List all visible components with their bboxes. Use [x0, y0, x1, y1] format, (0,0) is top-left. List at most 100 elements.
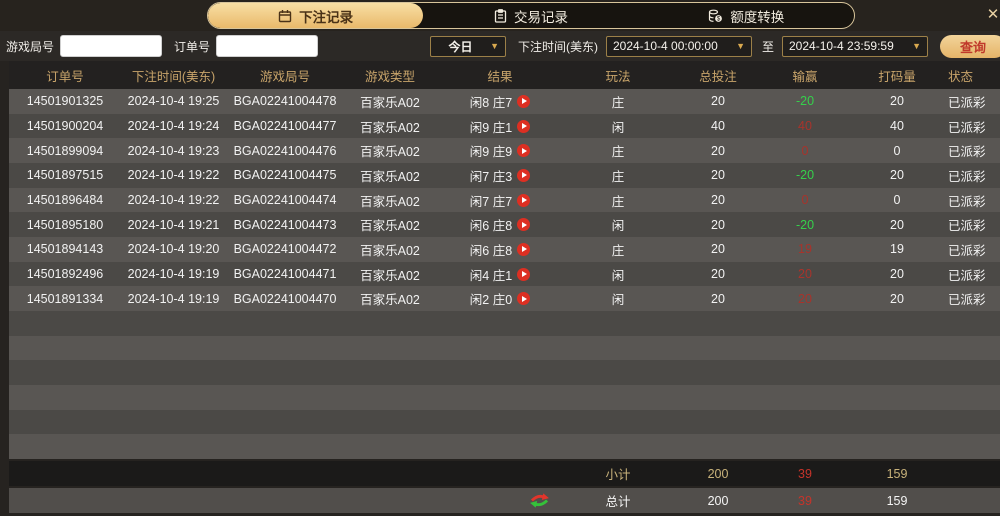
subtotal-bet: 200 — [707, 466, 729, 481]
play-replay-icon[interactable] — [517, 267, 531, 281]
cell-turnover: 40 — [890, 119, 904, 133]
cell-result: 闲8 庄7 — [436, 92, 564, 111]
cell-game-round: BGA02241004477 — [233, 119, 337, 133]
cell-bet-time: 2024-10-4 19:20 — [127, 242, 220, 257]
cell-result: 闲7 庄3 — [436, 166, 564, 185]
cell-game-round: BGA02241004478 — [233, 94, 337, 109]
result-text: 闲2 庄0 — [469, 293, 513, 308]
cell-winloss: 20 — [798, 267, 812, 282]
cell-total-bet: 20 — [711, 168, 725, 183]
cell-game-round: BGA02241004471 — [233, 267, 337, 282]
cell-bet-time: 2024-10-4 19:25 — [127, 94, 220, 109]
order-no-input[interactable] — [216, 35, 319, 57]
cell-order-no: 14501899094 — [26, 143, 104, 158]
cell-bet-time: 2024-10-4 19:22 — [127, 168, 220, 183]
cell-status: 已派彩 — [948, 194, 986, 209]
cell-winloss: 19 — [798, 242, 812, 257]
table-row: 14501900204 2024-10-4 19:24 BGA022410044… — [9, 113, 1000, 139]
cell-order-no: 14501901325 — [26, 94, 104, 109]
cell-status: 已派彩 — [948, 95, 986, 110]
cell-status: 已派彩 — [948, 145, 986, 160]
chevron-down-icon: ▼ — [912, 41, 921, 51]
cell-game-type: 百家乐A02 — [360, 194, 420, 209]
empty-table-row — [9, 360, 1000, 386]
column-header: 订单号 — [46, 69, 84, 84]
cell-game-round: BGA02241004476 — [233, 143, 337, 158]
play-replay-icon[interactable] — [517, 94, 531, 108]
date-range-select[interactable]: 今日 ▼ — [429, 35, 506, 57]
cell-result: 闲7 庄7 — [436, 191, 564, 210]
empty-table-row — [9, 311, 1000, 336]
cell-order-no: 14501894143 — [26, 242, 104, 257]
column-header: 打码量 — [878, 69, 916, 84]
cell-game-round: BGA02241004474 — [233, 193, 337, 208]
cell-result: 闲9 庄1 — [436, 117, 564, 136]
cell-status: 已派彩 — [948, 293, 986, 308]
start-time-select[interactable]: 2024-10-4 00:00:00 ▼ — [605, 35, 752, 57]
play-replay-icon[interactable] — [517, 242, 531, 256]
play-replay-icon[interactable] — [517, 193, 531, 207]
end-time-value: 2024-10-4 23:59:59 — [789, 39, 894, 53]
play-replay-icon[interactable] — [517, 144, 531, 158]
game-round-label: 游戏局号 — [6, 39, 55, 54]
cell-result: 闲6 庄8 — [436, 215, 564, 234]
cell-game-type: 百家乐A02 — [360, 219, 420, 234]
cell-result: 闲9 庄9 — [436, 141, 564, 160]
play-replay-icon[interactable] — [517, 119, 531, 133]
empty-table-row — [9, 409, 1000, 435]
cell-turnover: 0 — [893, 143, 901, 158]
close-icon[interactable]: ✕ — [986, 6, 1000, 23]
result-text: 闲6 庄8 — [469, 219, 513, 234]
cell-turnover: 20 — [890, 291, 904, 306]
column-header: 游戏局号 — [259, 69, 310, 84]
cell-winloss: -20 — [795, 94, 815, 109]
cell-play-type: 闲 — [611, 120, 625, 135]
coins-icon: $ — [708, 9, 723, 23]
search-button[interactable]: 查询 — [940, 34, 1000, 58]
tab-label: 额度转换 — [730, 9, 785, 25]
result-text: 闲8 庄7 — [469, 95, 513, 110]
clipboard-icon — [494, 8, 507, 23]
end-time-select[interactable]: 2024-10-4 23:59:59 ▼ — [782, 35, 928, 57]
cell-bet-time: 2024-10-4 19:24 — [127, 119, 220, 133]
calendar-icon — [278, 9, 292, 23]
cell-winloss: -20 — [795, 168, 815, 183]
cell-total-bet: 20 — [711, 193, 725, 208]
empty-table-row — [9, 434, 1000, 460]
column-header: 状态 — [948, 69, 974, 84]
order-no-label: 订单号 — [174, 39, 211, 54]
cell-order-no: 14501896484 — [26, 193, 104, 208]
table-row: 14501892496 2024-10-4 19:19 BGA022410044… — [9, 261, 1000, 287]
empty-table-row — [9, 335, 1000, 361]
cell-bet-time: 2024-10-4 19:23 — [127, 143, 220, 158]
top-tab-bar: 下注记录 交易记录 $ — [0, 0, 1000, 31]
play-replay-icon[interactable] — [517, 218, 531, 232]
game-round-input[interactable] — [60, 35, 163, 57]
chevron-down-icon: ▼ — [490, 41, 499, 51]
total-winloss: 39 — [798, 493, 812, 508]
empty-table-row — [9, 385, 1000, 410]
bet-records-table: 订单号 下注时间(美东) 游戏局号 游戏类型 结果 玩法 总投注 输赢 打码量 状态 145019… — [9, 61, 1000, 460]
to-label: 至 — [761, 39, 774, 54]
date-range-value: 今日 — [448, 39, 473, 54]
tab-credit-transfer[interactable]: $ 额度转换 — [639, 3, 854, 28]
result-text: 闲6 庄8 — [469, 243, 513, 258]
subtotal-label: 小计 — [605, 468, 631, 482]
cell-game-type: 百家乐A02 — [360, 169, 420, 184]
cell-order-no: 14501900204 — [26, 119, 104, 133]
cell-result: 闲6 庄8 — [436, 240, 564, 259]
column-header: 结果 — [487, 69, 513, 84]
tab-bet-records[interactable]: 下注记录 — [208, 3, 424, 28]
play-replay-icon[interactable] — [517, 168, 531, 182]
tab-transaction-records[interactable]: 交易记录 — [423, 3, 638, 28]
cell-total-bet: 20 — [711, 217, 725, 232]
cell-play-type: 庄 — [611, 95, 625, 110]
cell-turnover: 20 — [890, 94, 904, 109]
exchange-refresh-icon[interactable] — [436, 492, 564, 509]
column-header: 输赢 — [792, 69, 818, 84]
column-header: 玩法 — [605, 69, 631, 84]
play-replay-icon[interactable] — [517, 292, 531, 306]
cell-bet-time: 2024-10-4 19:21 — [127, 217, 220, 232]
start-time-value: 2024-10-4 00:00:00 — [612, 39, 718, 53]
cell-total-bet: 20 — [711, 267, 725, 282]
